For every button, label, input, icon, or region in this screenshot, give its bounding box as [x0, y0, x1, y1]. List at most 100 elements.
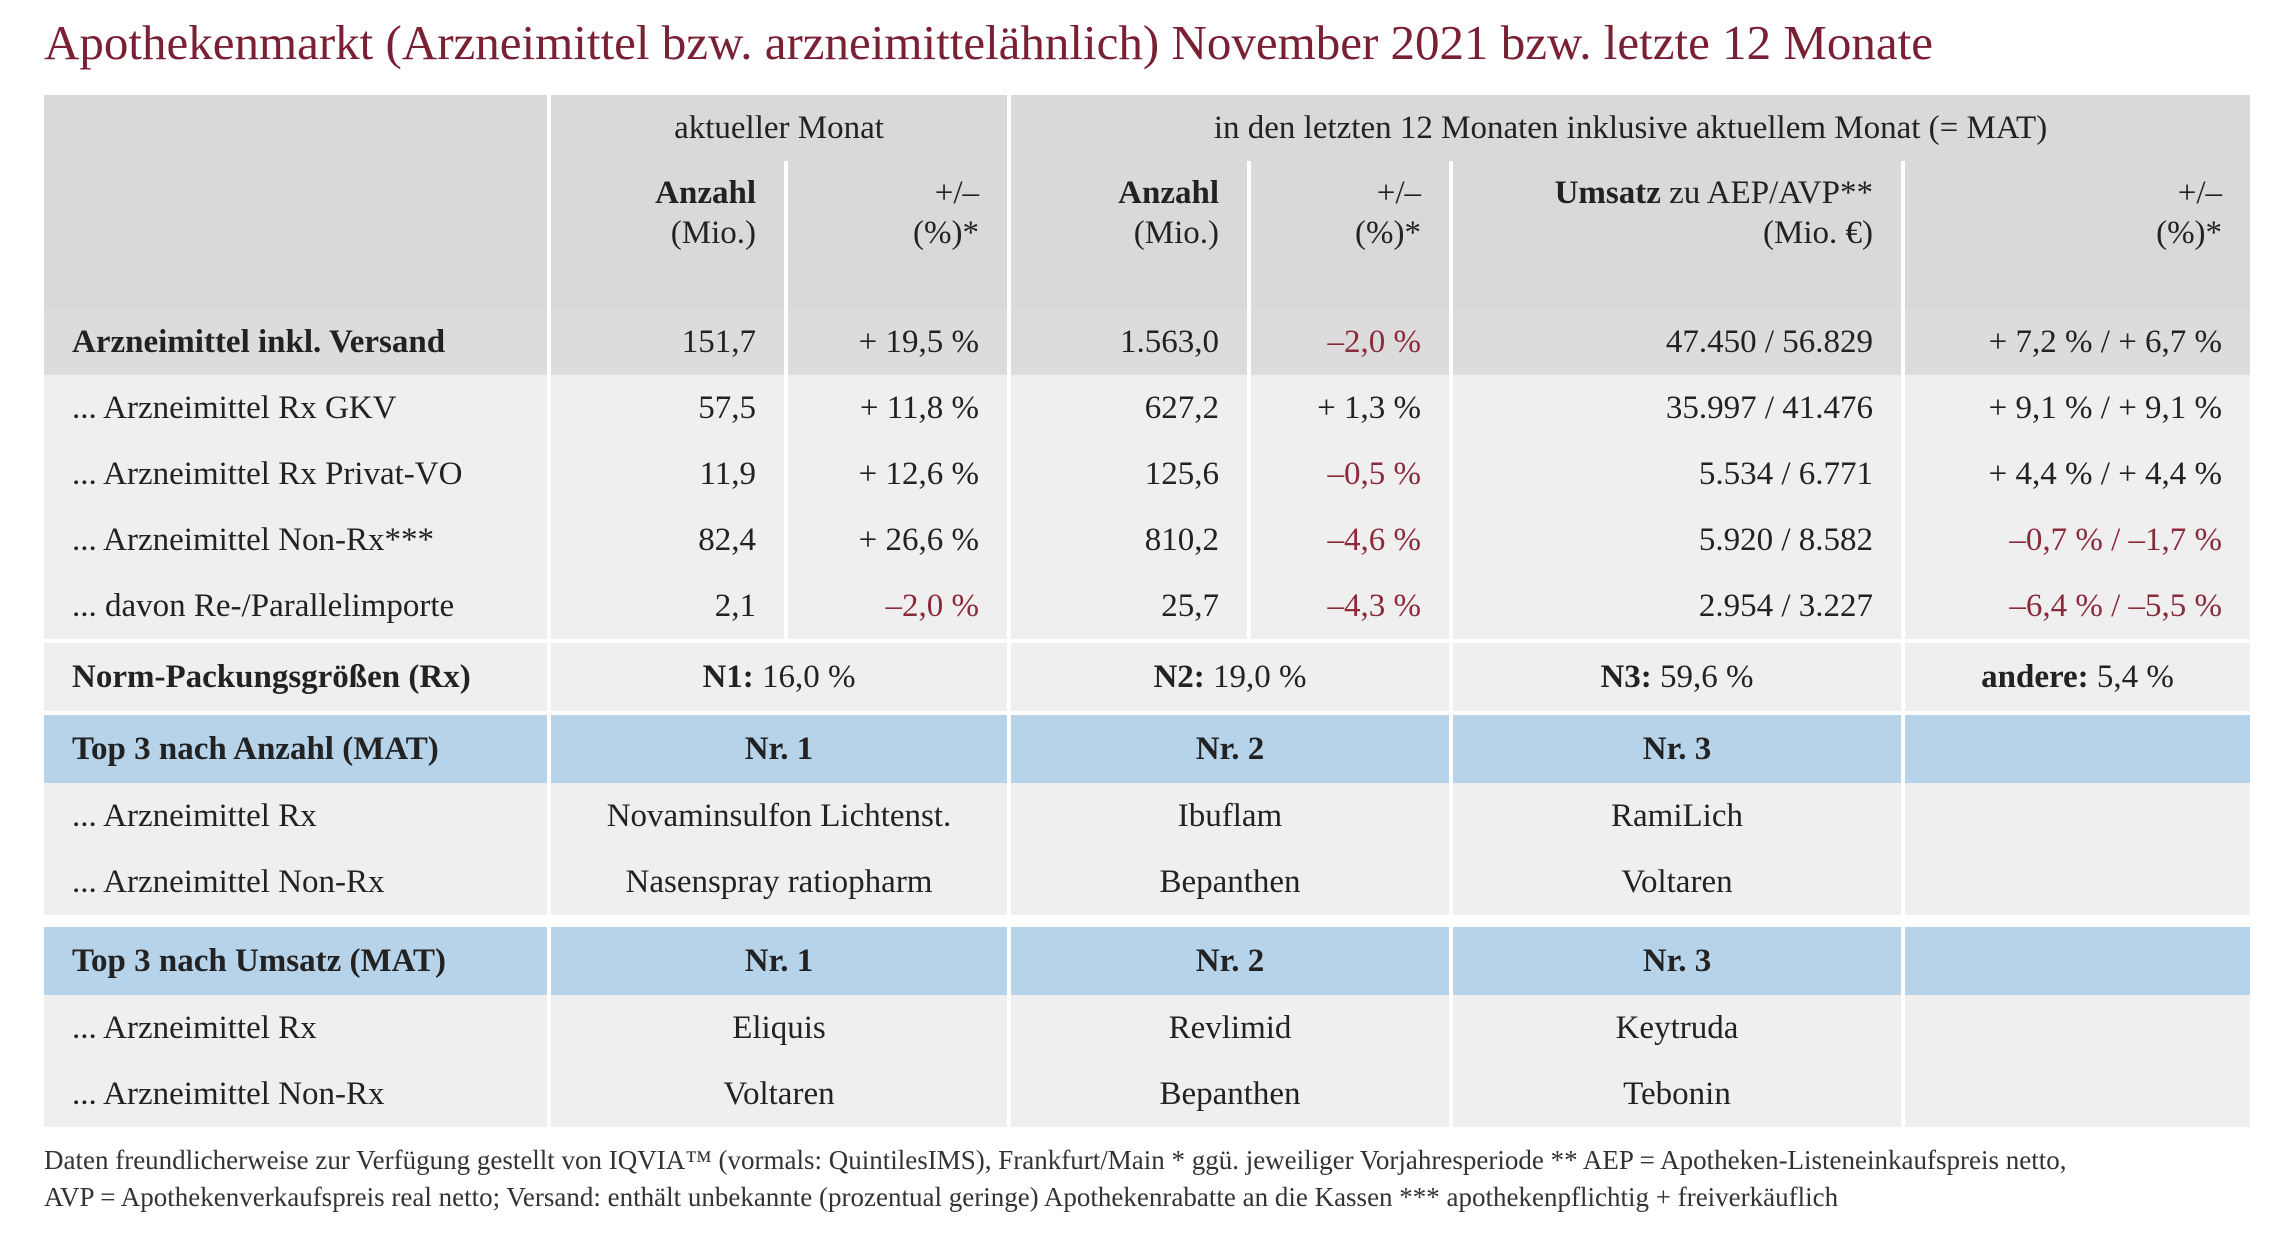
table-cell: + 26,6 % — [784, 507, 1009, 573]
table-cell: Nr. 2 — [1007, 713, 1451, 783]
table-cell: andere: 5,4 % — [1900, 639, 2251, 715]
column-unit: (Mio. €) — [1763, 215, 1873, 251]
table-cell: –0,7 % / –1,7 % — [1900, 507, 2251, 573]
value: 1.563,0 — [1120, 323, 1219, 360]
table-row: Norm-Packungsgrößen (Rx) N1: 16,0 % N2: 19… — [44, 639, 2251, 715]
column-unit: (Mio.) — [1133, 215, 1219, 251]
column-unit: (%)* — [1355, 215, 1421, 251]
product: Ibuflam — [1177, 797, 1283, 834]
column-header: Anzahl (Mio.) — [1007, 161, 1249, 309]
table-cell: –2,0 % — [784, 573, 1009, 641]
value: –0,7 % / –1,7 % — [2009, 521, 2223, 558]
item-label: andere: — [1981, 658, 2089, 695]
table-cell: 151,7 — [547, 309, 786, 375]
table-cell: 57,5 — [547, 375, 786, 441]
table-cell: ... Arzneimittel Rx GKV — [44, 375, 549, 441]
table-cell: 25,7 — [1007, 573, 1249, 641]
market-table: aktueller Monat in den letzten 12 Monaten… — [44, 95, 2251, 1127]
item-label: N3: — [1600, 658, 1652, 695]
value: 47.450 / 56.829 — [1665, 323, 1873, 360]
value: 25,7 — [1161, 587, 1219, 624]
table-cell — [1900, 849, 2251, 915]
table-cell: N3: 59,6 % — [1449, 639, 1903, 715]
row-label: ... Arzneimittel Non-Rx — [72, 863, 385, 900]
product: Bepanthen — [1159, 863, 1301, 900]
table-cell: Ibuflam — [1007, 783, 1451, 849]
value: 16,0 % — [762, 658, 856, 695]
value: 5.534 / 6.771 — [1698, 455, 1873, 492]
value: + 1,3 % — [1317, 389, 1421, 426]
table-cell: –4,3 % — [1247, 573, 1451, 641]
table-cell: Voltaren — [1449, 849, 1903, 915]
table-cell: 5.920 / 8.582 — [1449, 507, 1903, 573]
table-cell: ... Arzneimittel Rx — [44, 995, 549, 1061]
header-cell — [44, 95, 549, 161]
value: 19,0 % — [1213, 658, 1307, 695]
value: + 19,5 % — [858, 323, 979, 360]
table-cell: Bepanthen — [1007, 1061, 1451, 1127]
title: Apothekenmarkt (Arzneimittel bzw. arznei… — [44, 15, 1934, 70]
table-cell: ... davon Re-/Parallelimporte — [44, 573, 549, 641]
table-cell: Voltaren — [547, 1061, 1009, 1127]
table-cell: Nr. 3 — [1449, 713, 1903, 783]
section-title: Top 3 nach Anzahl (MAT) — [72, 730, 439, 767]
table-cell: –6,4 % / –5,5 % — [1900, 573, 2251, 641]
table-cell: + 12,6 % — [784, 441, 1009, 507]
value: 5,4 % — [2096, 658, 2174, 695]
value: 151,7 — [681, 323, 756, 360]
table-cell: Nasenspray ratiopharm — [547, 849, 1009, 915]
rank: Nr. 1 — [744, 730, 814, 767]
table-cell: + 4,4 % / + 4,4 % — [1900, 441, 2251, 507]
value: 5.920 / 8.582 — [1698, 521, 1873, 558]
rank: Nr. 1 — [744, 942, 814, 979]
table-cell: 2.954 / 3.227 — [1449, 573, 1903, 641]
item-label: N1: — [702, 658, 754, 695]
group-header: aktueller Monat — [547, 95, 1009, 161]
column-header: +/– (%)* — [1247, 161, 1451, 309]
table-cell: 5.534 / 6.771 — [1449, 441, 1903, 507]
product: Nasenspray ratiopharm — [625, 863, 933, 900]
value: –4,6 % — [1327, 521, 1422, 558]
table-cell: + 9,1 % / + 9,1 % — [1900, 375, 2251, 441]
table-row: ... Arzneimittel Rx GKV 57,5 + 11,8 % 627,2… — [44, 375, 2251, 441]
table-row: Anzahl (Mio.) +/– (%)* Anzahl (Mio.) +/– (%)* Um… — [44, 161, 2251, 309]
table-cell: 11,9 — [547, 441, 786, 507]
table-cell: + 1,3 % — [1247, 375, 1451, 441]
footnote: Daten freundlicherweise zur Verfügung ge… — [44, 1142, 2066, 1216]
table-cell: ... Arzneimittel Non-Rx — [44, 849, 549, 915]
row-label: ... Arzneimittel Non-Rx — [72, 1075, 385, 1112]
value: –2,0 % — [885, 587, 980, 624]
table-cell: 47.450 / 56.829 — [1449, 309, 1903, 375]
table-cell — [1900, 713, 2251, 783]
value: 2,1 — [714, 587, 756, 624]
column-header: Umsatz zu AEP/AVP** (Mio. €) — [1449, 161, 1903, 309]
product: Keytruda — [1615, 1009, 1739, 1046]
item-label: N2: — [1153, 658, 1205, 695]
footnote-line: AVP = Apothekenverkaufspreis real netto;… — [44, 1182, 1839, 1212]
product: Voltaren — [1621, 863, 1733, 900]
table-cell: Eliquis — [547, 995, 1009, 1061]
product: Eliquis — [732, 1009, 826, 1046]
table-cell — [1900, 995, 2251, 1061]
rank: Nr. 2 — [1195, 730, 1265, 767]
column-title: Anzahl — [655, 175, 756, 211]
column-title: +/– — [2177, 175, 2223, 211]
table-cell: + 7,2 % / + 6,7 % — [1900, 309, 2251, 375]
table-cell: N1: 16,0 % — [547, 639, 1009, 715]
footnote-line: Daten freundlicherweise zur Verfügung ge… — [44, 1145, 2067, 1175]
table-cell: Bepanthen — [1007, 849, 1451, 915]
table-cell: Nr. 1 — [547, 927, 1009, 995]
product: Tebonin — [1623, 1075, 1731, 1112]
value: 125,6 — [1144, 455, 1219, 492]
table-cell: Nr. 2 — [1007, 927, 1451, 995]
value: 627,2 — [1144, 389, 1219, 426]
column-header: +/– (%)* — [784, 161, 1009, 309]
header-cell — [44, 161, 549, 309]
rank: Nr. 2 — [1195, 942, 1265, 979]
table-cell: 627,2 — [1007, 375, 1249, 441]
table-cell: ... Arzneimittel Non-Rx — [44, 1061, 549, 1127]
value: 59,6 % — [1660, 658, 1754, 695]
table-row: Arzneimittel inkl. Versand 151,7 + 19,5 % 1… — [44, 309, 2251, 375]
row-label: ... Arzneimittel Rx — [72, 1009, 317, 1046]
table-row: ... Arzneimittel Rx Eliquis Revlimid Keytru… — [44, 995, 2251, 1061]
